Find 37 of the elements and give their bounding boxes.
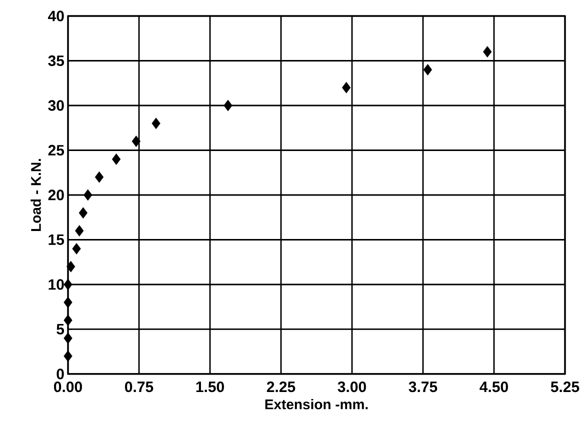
point	[64, 350, 72, 362]
point	[66, 260, 76, 272]
point	[94, 171, 104, 183]
x-tick-label: 3.00	[338, 382, 366, 392]
x-tick-label: 1.50	[196, 382, 224, 392]
point	[72, 242, 81, 254]
point	[112, 153, 121, 165]
point	[64, 332, 72, 344]
y-tick-label: 35	[48, 55, 64, 66]
point	[64, 296, 72, 308]
point	[84, 189, 92, 201]
x-tick-label: 4.50	[480, 382, 508, 392]
point	[342, 82, 351, 94]
point	[78, 207, 88, 219]
y-axis-title: Load - K.N.	[30, 159, 41, 231]
y-tick-label: 0	[56, 368, 64, 380]
x-tick-label: 0.00	[54, 382, 82, 392]
x-tick-label: 3.75	[408, 382, 438, 392]
point	[224, 100, 232, 112]
y-tick-label: 10	[48, 279, 64, 290]
y-tick-label: 15	[48, 234, 64, 245]
point	[75, 225, 84, 236]
x-tick-label: 5.25	[550, 382, 580, 392]
y-tick-label: 5	[56, 324, 64, 334]
x-tick-label: 0.75	[125, 382, 154, 392]
y-tick-label: 40	[48, 10, 64, 22]
point	[152, 118, 160, 130]
point	[64, 314, 72, 326]
y-tick-label: 25	[48, 144, 64, 156]
x-tick-label: 2.25	[266, 382, 296, 392]
y-tick-label: 30	[48, 100, 64, 111]
point	[132, 136, 140, 147]
y-tick-label: 20	[48, 190, 64, 200]
x-axis-title: Extension -mm.	[265, 399, 368, 410]
point	[64, 278, 72, 290]
point	[483, 46, 492, 58]
point	[423, 64, 432, 76]
